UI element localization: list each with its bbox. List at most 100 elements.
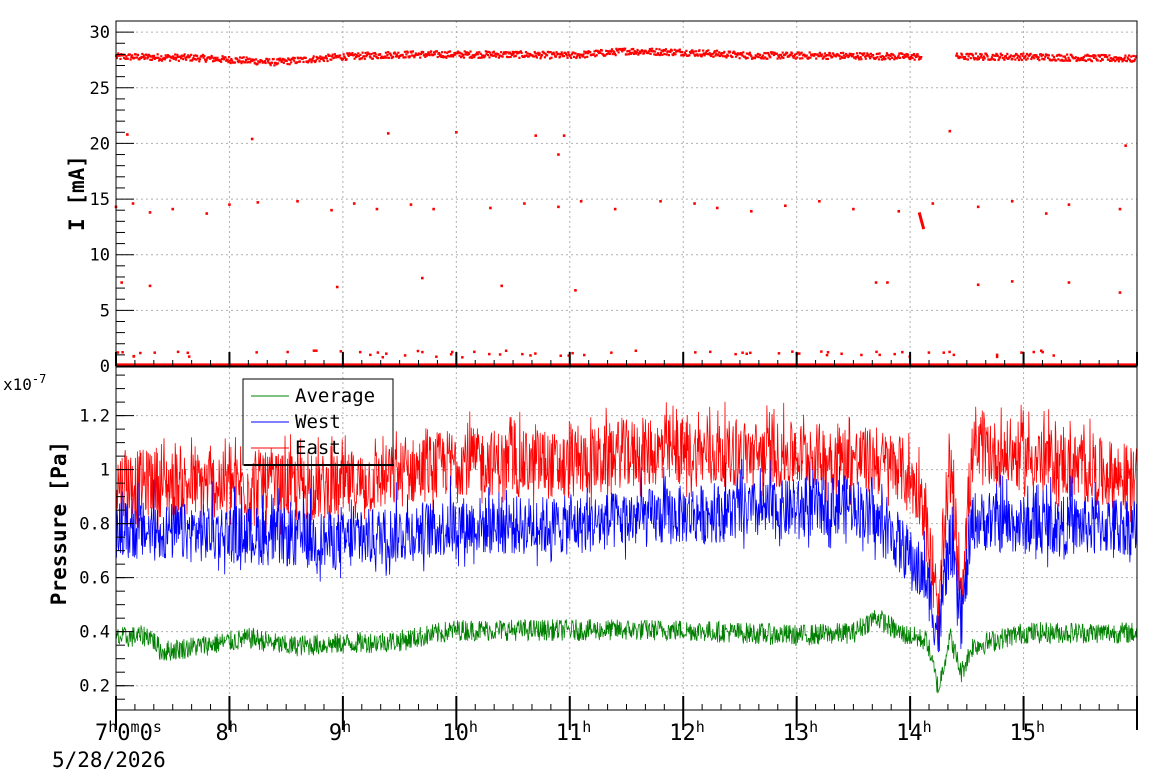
current-point [236, 57, 239, 60]
current-point [931, 202, 935, 205]
current-point [610, 351, 613, 354]
current-point [628, 49, 631, 52]
current-point [634, 52, 638, 55]
current-point [653, 50, 657, 53]
current-point [616, 48, 619, 51]
current-point [562, 134, 566, 137]
legend-label-west: West [295, 411, 341, 433]
current-point [258, 61, 261, 64]
current-point [696, 53, 699, 56]
current-point [569, 54, 572, 57]
current-point [964, 57, 967, 61]
current-point [581, 55, 584, 58]
current-point [608, 52, 611, 56]
current-point [888, 54, 891, 57]
current-point [166, 56, 169, 59]
current-point [630, 48, 633, 51]
current-y-ticks: 0 5 10 15 20 25 30 [90, 23, 134, 377]
current-point [798, 352, 801, 355]
current-point [357, 55, 361, 58]
current-point [1001, 53, 1004, 57]
current-point [438, 51, 441, 55]
current-point [173, 56, 176, 59]
current-point [263, 60, 266, 63]
current-point [504, 349, 508, 353]
current-point [613, 51, 616, 54]
current-point [748, 53, 751, 56]
current-point [1127, 57, 1130, 60]
current-point [319, 57, 323, 61]
current-point [148, 211, 152, 214]
current-point [948, 350, 951, 354]
current-point [864, 57, 867, 60]
current-point [634, 50, 637, 54]
current-point [265, 57, 269, 61]
current-point [304, 56, 307, 60]
current-point [322, 58, 325, 61]
current-point [818, 55, 821, 58]
current-point [848, 52, 851, 55]
current-point [1123, 56, 1126, 59]
current-point [1066, 59, 1069, 62]
current-point [824, 54, 827, 57]
current-point [358, 350, 362, 354]
x-tick-label: 13h [783, 718, 819, 746]
current-point [475, 52, 478, 56]
current-point [535, 56, 538, 59]
current-point [1120, 58, 1123, 61]
current-point [237, 61, 240, 64]
current-point [650, 49, 653, 53]
current-point [1129, 60, 1132, 63]
current-point [1076, 58, 1079, 62]
current-point [667, 50, 670, 53]
current-point [453, 51, 456, 55]
current-point [793, 53, 797, 56]
current-point [427, 51, 430, 54]
current-point [826, 351, 830, 354]
current-point [1107, 58, 1110, 61]
current-point [766, 57, 769, 60]
current-point [205, 58, 208, 62]
current-point [335, 56, 338, 59]
x-tick-label: 11h [556, 718, 592, 746]
current-point [136, 53, 140, 56]
current-point [140, 55, 143, 59]
current-y-tick-label: 15 [90, 190, 110, 210]
current-point [826, 53, 829, 57]
current-point [624, 47, 627, 50]
current-point [281, 59, 284, 62]
current-point [561, 53, 564, 56]
current-point [1118, 207, 1122, 211]
current-point [317, 57, 320, 60]
current-point [233, 61, 237, 64]
current-point [688, 54, 691, 57]
current-point [1113, 56, 1116, 59]
current-point [906, 55, 909, 58]
current-point [411, 50, 415, 53]
current-point [553, 53, 556, 56]
current-point [1003, 58, 1006, 61]
current-point [222, 58, 226, 61]
current-point [857, 56, 860, 59]
current-point [708, 52, 711, 55]
current-point [875, 52, 878, 56]
current-point [983, 57, 986, 60]
current-point [479, 52, 482, 55]
current-point [673, 48, 676, 51]
current-point [373, 51, 377, 55]
current-point [1018, 55, 1021, 58]
current-point [1032, 54, 1035, 57]
current-point [897, 54, 900, 57]
current-point [279, 57, 282, 60]
current-point [912, 52, 916, 56]
current-point [567, 354, 571, 357]
current-point [477, 56, 480, 59]
current-point [1131, 59, 1134, 63]
current-point [1065, 59, 1068, 62]
current-point [990, 58, 993, 61]
current-point [877, 58, 881, 61]
current-point [1031, 55, 1034, 58]
legend-label-average: Average [295, 385, 375, 407]
current-point [385, 56, 388, 59]
current-point [397, 51, 400, 54]
